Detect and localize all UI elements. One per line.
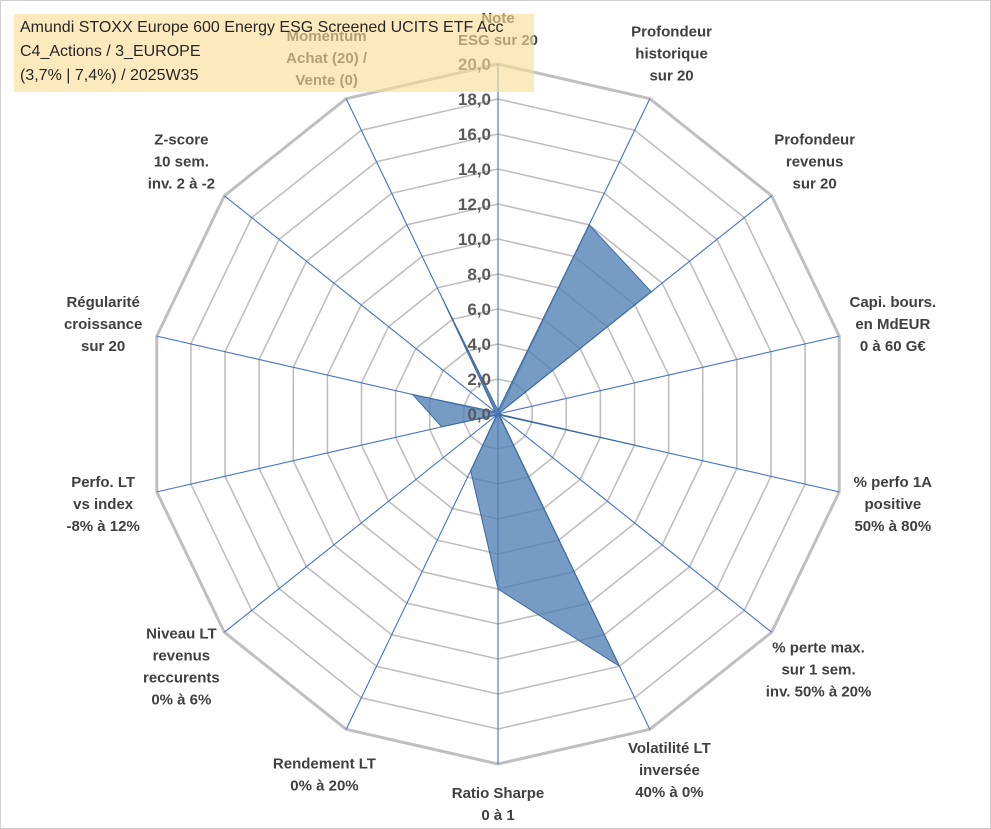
category-label-line: Note bbox=[481, 10, 514, 27]
category-label-line: vs index bbox=[73, 496, 134, 513]
radial-tick-label: 0,0 bbox=[467, 405, 491, 424]
category-label-line: -8% à 12% bbox=[66, 518, 139, 535]
radial-tick-label: 8,0 bbox=[467, 265, 491, 284]
category-label-line: Ratio Sharpe bbox=[452, 785, 545, 802]
category-label: Volatilité LT inversée 40% à 0% bbox=[628, 740, 711, 801]
category-label: Ratio Sharpe 0 à 1 bbox=[452, 785, 545, 824]
category-label-line: Profondeur bbox=[774, 131, 855, 148]
radar-spoke bbox=[497, 335, 840, 415]
category-label-line: inv. 2 à -2 bbox=[148, 175, 215, 192]
category-label-line: Vente (0) bbox=[295, 72, 358, 89]
category-label-line: sur 20 bbox=[81, 338, 125, 355]
category-label-line: historique bbox=[635, 46, 708, 63]
category-label-line: reccurents bbox=[143, 670, 220, 687]
category-label-line: Momentum bbox=[287, 28, 367, 45]
radar-spoke bbox=[224, 413, 499, 633]
category-label-line: revenus bbox=[786, 153, 844, 170]
category-label: % perte max. sur 1 sem. inv. 50% à 20% bbox=[766, 640, 872, 701]
category-label-line: sur 1 sem. bbox=[781, 662, 855, 679]
category-label-line: Capi. bours. bbox=[850, 294, 937, 311]
category-label: Régularité croissance sur 20 bbox=[64, 294, 142, 355]
category-label: Perfo. LT vs index -8% à 12% bbox=[66, 474, 139, 535]
radial-tick-label: 12,0 bbox=[458, 195, 491, 214]
category-label: Rendement LT 0% à 20% bbox=[273, 755, 376, 794]
radar-spoke bbox=[156, 413, 499, 493]
radial-tick-label: 6,0 bbox=[467, 300, 491, 319]
radar-series-area bbox=[411, 223, 652, 668]
category-label-line: sur 20 bbox=[793, 175, 837, 192]
radar-spoke bbox=[497, 413, 772, 633]
category-label-line: Profondeur bbox=[631, 24, 712, 41]
category-label: Z-score 10 sem. inv. 2 à -2 bbox=[148, 131, 215, 192]
category-label-line: Volatilité LT bbox=[628, 740, 711, 757]
category-label-line: Rendement LT bbox=[273, 755, 376, 772]
category-label-line: Perfo. LT bbox=[71, 474, 135, 491]
category-label-line: 0 à 60 G€ bbox=[860, 338, 927, 355]
category-label-line: Niveau LT bbox=[146, 626, 217, 643]
category-label: Profondeur historique sur 20 bbox=[631, 24, 712, 85]
category-label-line: inv. 50% à 20% bbox=[766, 684, 872, 701]
category-label-line: croissance bbox=[64, 316, 142, 333]
radial-tick-label: 18,0 bbox=[458, 90, 491, 109]
category-label-line: 0 à 1 bbox=[481, 807, 514, 824]
category-label: % perfo 1A positive 50% à 80% bbox=[854, 474, 933, 535]
category-label: Profondeur revenus sur 20 bbox=[774, 131, 855, 192]
radial-tick-label: 2,0 bbox=[467, 370, 491, 389]
category-label-line: 40% à 0% bbox=[635, 784, 703, 801]
category-label-line: 10 sem. bbox=[154, 153, 209, 170]
category-label: Capi. bours. en MdEUR 0 à 60 G€ bbox=[850, 294, 937, 355]
radial-tick-label: 16,0 bbox=[458, 125, 491, 144]
category-label-line: Z-score bbox=[154, 131, 208, 148]
radial-tick-label: 20,0 bbox=[458, 55, 491, 74]
category-label-line: positive bbox=[865, 496, 922, 513]
category-label-line: 0% à 6% bbox=[151, 692, 211, 709]
category-label: Note ESG sur 20 bbox=[458, 10, 538, 49]
radar-spoke bbox=[224, 195, 499, 415]
category-label-line: Achat (20) / bbox=[286, 50, 368, 67]
category-label: Niveau LT revenus reccurents 0% à 6% bbox=[143, 626, 220, 709]
radial-tick-label: 10,0 bbox=[458, 230, 491, 249]
category-label-line: revenus bbox=[153, 648, 211, 665]
radial-tick-labels: 0,0 2,0 4,0 6,0 8,0 10,0 12,0 14,0 16,0 18,0 20,0 bbox=[458, 55, 491, 424]
category-label-line: en MdEUR bbox=[855, 316, 930, 333]
category-label-line: Régularité bbox=[66, 294, 139, 311]
radial-tick-label: 14,0 bbox=[458, 160, 491, 179]
category-label-line: inversée bbox=[639, 762, 700, 779]
radial-tick-label: 4,0 bbox=[467, 335, 491, 354]
category-label-line: % perfo 1A bbox=[854, 474, 933, 491]
category-label-line: % perte max. bbox=[772, 640, 865, 657]
category-label-line: 0% à 20% bbox=[290, 777, 358, 794]
category-label-line: sur 20 bbox=[649, 68, 693, 85]
category-label: Momentum Achat (20) / Vente (0) bbox=[286, 28, 368, 89]
category-label-line: 50% à 80% bbox=[854, 518, 931, 535]
radar-series-polygon bbox=[411, 223, 652, 668]
category-label-line: ESG sur 20 bbox=[458, 32, 538, 49]
